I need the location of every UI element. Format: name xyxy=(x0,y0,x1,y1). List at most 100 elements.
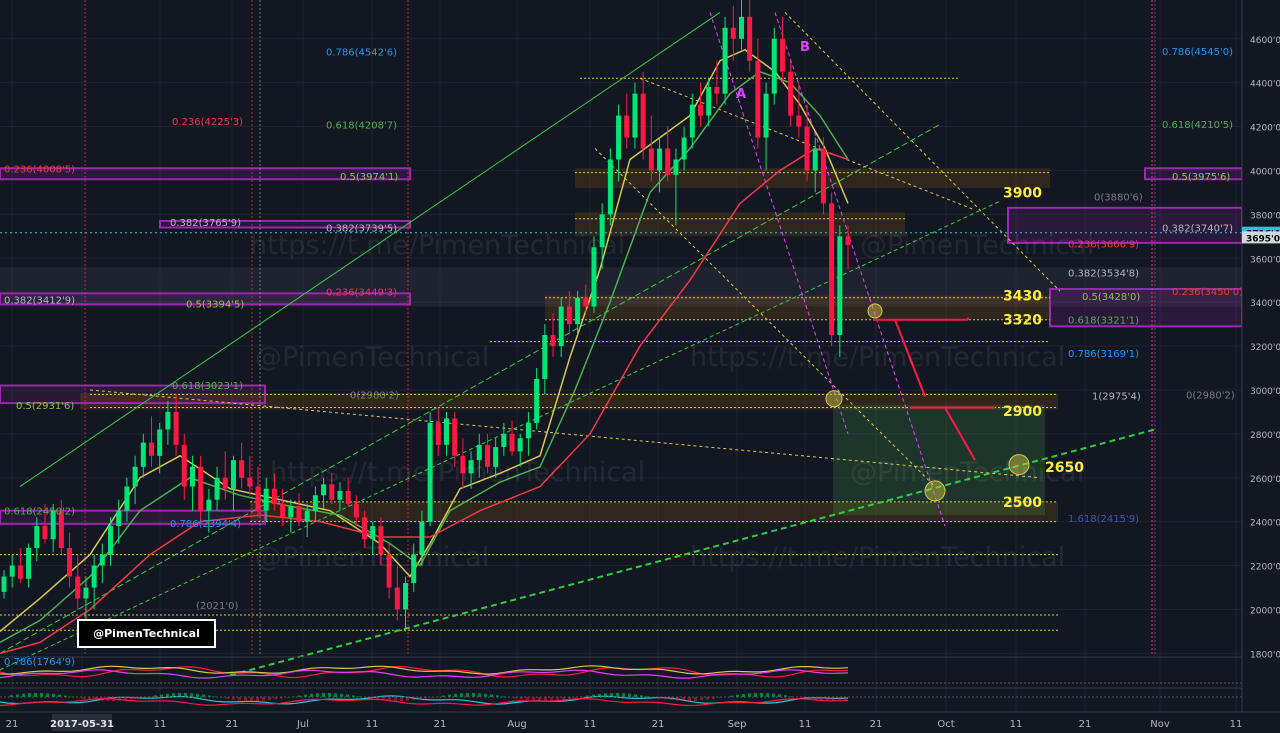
zone xyxy=(545,295,1050,320)
macd-bar xyxy=(280,697,283,699)
time-tick: 11 xyxy=(366,719,379,730)
fib-label: 0.382(3739'5) xyxy=(326,224,397,235)
candle xyxy=(50,510,56,540)
candle xyxy=(796,115,802,127)
candle xyxy=(26,547,32,579)
fib-label: 0.236(3666'9) xyxy=(1068,240,1139,251)
candle xyxy=(681,137,687,160)
macd-bar xyxy=(742,694,745,697)
fib-label: 0.5(3428'0) xyxy=(1082,292,1140,303)
macd-bar xyxy=(760,693,763,697)
macd-bar xyxy=(208,695,211,697)
fib-label: 0.786(1764'9) xyxy=(4,657,75,668)
candle xyxy=(67,547,73,577)
fib-label: 0(2980'2) xyxy=(1186,390,1235,401)
macd-bar xyxy=(466,693,469,697)
macd-bar xyxy=(88,697,91,700)
fib-label: 0.5(3975'6) xyxy=(1172,172,1230,183)
macd-bar xyxy=(124,697,127,701)
fib-label: 0.5(3974'1) xyxy=(340,172,398,183)
fib-label: 0.5(3394'5) xyxy=(186,299,244,310)
macd-bar xyxy=(838,697,841,701)
candle xyxy=(632,93,638,138)
candle xyxy=(58,510,64,548)
candles xyxy=(1,0,851,632)
macd-bar xyxy=(646,696,649,697)
macd-bar xyxy=(808,697,811,700)
time-tick: Aug xyxy=(507,719,527,730)
macd-bar xyxy=(334,693,337,697)
macd-bar xyxy=(160,694,163,697)
price-tick: 1800'0 xyxy=(1250,650,1280,660)
price-tick: 2000'0 xyxy=(1250,606,1280,616)
macd-bar xyxy=(442,695,445,697)
macd-bar xyxy=(358,696,361,697)
candle xyxy=(34,526,40,548)
candle xyxy=(42,526,48,540)
candle xyxy=(280,504,286,518)
macd-bar xyxy=(832,697,835,701)
candle xyxy=(468,460,474,474)
fib-label: 0.618(3023'1) xyxy=(172,381,243,392)
macd-bar xyxy=(736,694,739,697)
time-tick: 21 xyxy=(226,719,239,730)
macd-bar xyxy=(448,694,451,697)
candle xyxy=(722,27,728,94)
macd-bar xyxy=(820,697,823,701)
macd-signal xyxy=(0,697,849,707)
moving-averages xyxy=(0,48,849,655)
macd-bar xyxy=(256,697,259,701)
candle xyxy=(247,477,253,487)
macd-bar xyxy=(556,697,559,701)
fib-box xyxy=(159,219,411,229)
macd-bar xyxy=(10,695,13,697)
macd-bar xyxy=(238,697,241,701)
candle xyxy=(378,526,384,555)
price-tick: 4400'0 xyxy=(1250,80,1280,90)
candle xyxy=(845,236,851,246)
price-tick: 2800'0 xyxy=(1250,431,1280,441)
macd-bar xyxy=(310,693,313,697)
price-tick: 3200'0 xyxy=(1250,343,1280,353)
macd-bar xyxy=(574,697,577,698)
macd-bar xyxy=(598,693,601,697)
fib-label: 0.382(3412'9) xyxy=(4,295,75,306)
macd-bar xyxy=(154,695,157,697)
candle xyxy=(476,444,482,461)
macd-bar xyxy=(340,693,343,697)
candle xyxy=(550,335,556,347)
macd-bar xyxy=(244,697,247,701)
macd-bar xyxy=(664,697,667,700)
trendlines xyxy=(0,11,1156,677)
trendline xyxy=(774,12,946,527)
macd-bar xyxy=(304,694,307,697)
candle xyxy=(132,466,138,487)
candle xyxy=(370,526,376,540)
zone xyxy=(1145,168,1242,180)
price-tick: 2200'0 xyxy=(1250,563,1280,573)
candle xyxy=(689,104,695,138)
macd-bar xyxy=(640,695,643,697)
macd-bar xyxy=(424,697,427,699)
macd-bar xyxy=(100,697,103,701)
level-label: 2500 xyxy=(1003,495,1042,511)
candle xyxy=(509,433,515,452)
candle xyxy=(747,16,753,61)
candle xyxy=(624,115,630,138)
candle xyxy=(140,442,146,467)
candle xyxy=(427,422,433,522)
time-tick: 2017-05-31 xyxy=(50,719,114,730)
time-tick: 21 xyxy=(434,719,447,730)
macd-bar xyxy=(64,695,67,697)
fib-labels: 0.786(4542'6) 0.236(4225'3) 0.618(4208'7) 0… xyxy=(4,47,1243,668)
macd-bar xyxy=(274,697,277,700)
macd-bar xyxy=(172,693,175,697)
macd-bar xyxy=(214,696,217,697)
macd-bar xyxy=(496,695,499,697)
candle xyxy=(116,510,122,527)
ma-slow xyxy=(0,147,849,655)
candle xyxy=(124,486,130,511)
macd-bar xyxy=(118,697,121,701)
candle xyxy=(804,126,810,171)
